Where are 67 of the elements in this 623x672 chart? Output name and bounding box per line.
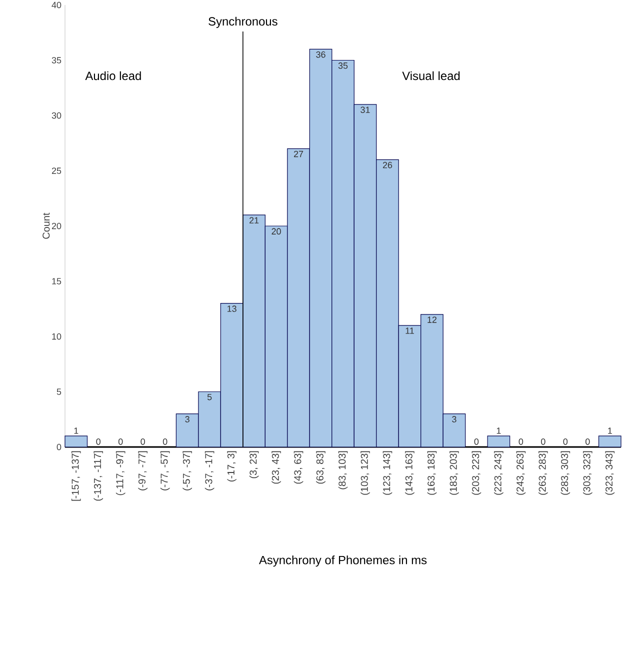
data-label: 0 [118,438,123,445]
data-label: 20 [272,228,281,235]
data-label: 0 [162,438,168,445]
x-tick-label: (-17, 3] [227,451,236,482]
data-label: 26 [382,162,392,168]
data-label: 0 [96,438,101,445]
x-tick-label: (163, 183] [427,451,437,495]
y-tick-label: 25 [52,168,62,174]
x-tick-label: (323, 343] [605,451,615,495]
x-tick-label: (83, 103] [338,451,348,490]
x-tick-label: (23, 43] [272,451,281,484]
x-tick-label: (283, 303] [560,451,570,495]
data-label: 0 [563,438,568,445]
data-label: 1 [74,428,78,434]
data-label: 21 [250,217,259,224]
x-tick-label: (223, 243] [494,451,504,495]
data-label: 0 [518,438,524,445]
x-axis-title: Asynchrony of Phonemes in ms [258,556,427,567]
x-tick-label: (43, 63] [294,451,304,484]
data-label: 35 [338,62,348,69]
data-label: 1 [608,428,612,434]
x-tick-label: (-117, -97] [116,451,126,496]
x-tick-label: (-37, -17] [204,451,214,490]
data-label: 31 [360,106,370,113]
x-tick-label: (263, 283] [538,451,548,495]
x-tick-label: (123, 143] [382,451,392,495]
data-label: 5 [207,394,212,400]
annotation: Audio lead [85,71,141,80]
bar [64,436,88,448]
x-tick-label: (-97, -77] [138,451,148,490]
data-label: 11 [406,328,414,334]
data-label: 12 [428,316,436,323]
y-tick-label: 35 [52,57,62,64]
x-tick-label: (-57, -37] [182,451,192,490]
annotation: Synchronous [208,16,278,28]
x-tick-label: (-77, -57] [160,451,170,490]
y-tick-label: 30 [52,112,62,119]
y-axis-title: Count [42,212,50,239]
x-tick-label: (63, 83] [316,451,326,484]
data-label: 0 [585,438,590,445]
x-tick-label: (243, 263] [516,451,526,495]
bar [598,436,622,448]
y-tick-label: 5 [56,388,62,395]
y-tick-label: 0 [56,444,62,450]
y-tick-label: 20 [52,222,62,230]
x-tick-label: (203, 223] [472,451,482,495]
bar [487,436,510,448]
x-tick-label: (103, 123] [360,451,370,495]
x-tick-label: (3, 23] [249,451,259,478]
x-tick-label: (-137, -117] [94,451,103,501]
x-tick-label: [-157, -137] [71,451,81,501]
x-tick-label: (303, 323] [583,451,592,495]
x-tick-label: (183, 203] [450,451,459,495]
y-tick-label: 15 [52,278,62,284]
data-label: 27 [294,150,304,158]
data-label: 13 [228,306,236,312]
data-label: 0 [474,438,479,445]
y-tick-label: 10 [52,333,62,340]
data-label: 3 [452,416,456,422]
annotation: Visual lead [402,71,460,80]
y-tick-label: 40 [52,2,62,8]
data-label: 0 [140,438,145,445]
data-label: 3 [185,416,190,422]
data-label: 0 [541,438,546,445]
data-label: 1 [496,428,501,434]
data-label: 36 [316,51,326,58]
x-tick-label: (143, 163] [405,451,414,495]
